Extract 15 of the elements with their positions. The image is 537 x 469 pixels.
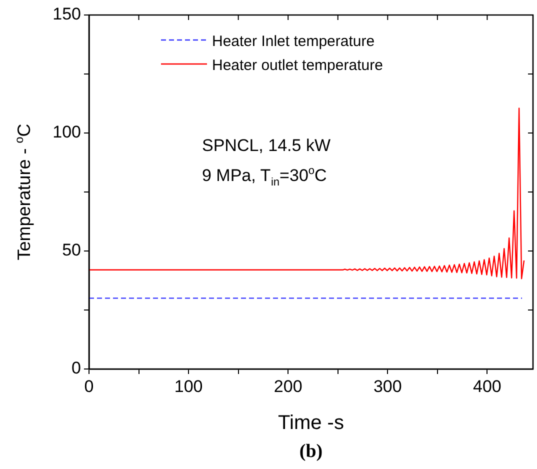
x-tick-label: 200 — [274, 376, 302, 396]
legend-label: Heater outlet temperature — [212, 57, 383, 74]
y-tick-label: 150 — [52, 4, 81, 24]
x-tick-label: 100 — [174, 376, 203, 396]
y-axis-title: Temperature - oC — [12, 124, 34, 260]
y-tick-label: 0 — [72, 358, 81, 378]
annotation: SPNCL, 14.5 kW — [202, 136, 330, 155]
x-tick-label: 300 — [373, 376, 402, 396]
x-axis-title: Time -s — [278, 412, 344, 434]
text: (b) — [299, 441, 323, 462]
legend-label: Heater Inlet temperature — [212, 33, 375, 50]
x-tick-label: 400 — [473, 376, 502, 396]
y-tick-label: 50 — [62, 240, 81, 260]
x-tick-label: 0 — [84, 376, 94, 396]
y-tick-label: 100 — [52, 122, 81, 142]
